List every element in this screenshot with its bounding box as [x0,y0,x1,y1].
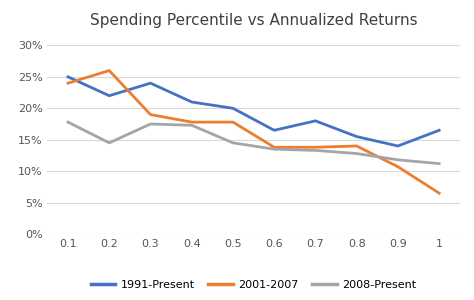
2001-2007 [106,69,112,72]
2001-2007 [271,146,277,149]
2001-2007 [436,191,442,195]
2008-Present [230,141,236,145]
2008-Present [436,162,442,165]
2001-2007 [395,165,401,169]
1991-Present [436,128,442,132]
2001-2007 [313,146,319,149]
2001-2007 [65,81,71,85]
1991-Present [395,144,401,148]
2001-2007 [148,113,154,116]
1991-Present [106,94,112,98]
2008-Present [271,147,277,151]
2008-Present [395,158,401,162]
2001-2007 [354,144,359,148]
2001-2007 [230,120,236,124]
2008-Present [354,152,359,155]
2008-Present [313,148,319,152]
Title: Spending Percentile vs Annualized Returns: Spending Percentile vs Annualized Return… [90,13,418,28]
2008-Present [106,141,112,145]
1991-Present [148,81,154,85]
Line: 2008-Present: 2008-Present [68,122,439,164]
Line: 2001-2007: 2001-2007 [68,70,439,193]
2008-Present [65,120,71,124]
1991-Present [189,100,194,104]
2008-Present [148,122,154,126]
1991-Present [354,135,359,138]
1991-Present [313,119,319,123]
Line: 1991-Present: 1991-Present [68,77,439,146]
1991-Present [65,75,71,79]
Legend: 1991-Present, 2001-2007, 2008-Present: 1991-Present, 2001-2007, 2008-Present [86,275,421,295]
1991-Present [230,106,236,110]
2008-Present [189,124,194,127]
2001-2007 [189,120,194,124]
1991-Present [271,128,277,132]
